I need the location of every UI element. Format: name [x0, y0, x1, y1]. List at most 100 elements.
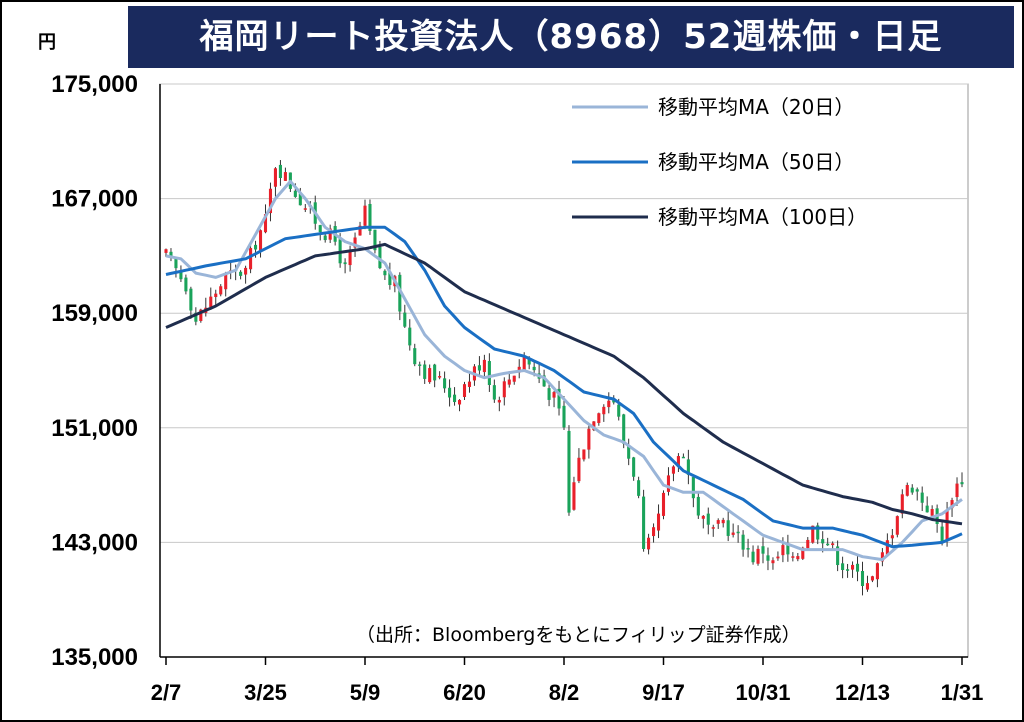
y-tick-label: 143,000: [51, 529, 138, 556]
candle-body: [811, 525, 815, 543]
candle-body: [741, 534, 745, 550]
x-tick-label: 9/17: [642, 680, 685, 705]
x-tick-label: 1/31: [941, 680, 984, 705]
candle-body: [945, 509, 949, 541]
candle-body: [930, 509, 934, 516]
candle-body: [477, 365, 481, 371]
candle-body: [433, 364, 437, 381]
y-tick-label: 135,000: [51, 644, 138, 671]
candle-body: [900, 494, 904, 514]
candle-body: [567, 430, 571, 513]
candle-body: [388, 271, 392, 286]
candle-body: [497, 399, 501, 403]
legend-label: 移動平均MA（100日）: [658, 205, 867, 229]
candle-body: [661, 492, 666, 516]
candle-body: [254, 244, 258, 250]
candle-body: [632, 457, 636, 477]
candle-body: [676, 456, 680, 467]
candle-body: [507, 379, 511, 385]
candle-body: [597, 413, 601, 423]
candle-body: [905, 485, 909, 496]
candle-body: [786, 544, 790, 555]
candle-body: [268, 188, 273, 214]
candle-body: [348, 250, 352, 266]
candle-body: [209, 296, 213, 308]
candle-body: [706, 513, 710, 525]
y-unit-label: 円: [38, 32, 56, 53]
legend: 移動平均MA（20日） 移動平均MA（50日） 移動平均MA（100日）: [572, 95, 867, 229]
candle-body: [373, 229, 377, 251]
candle-body: [273, 168, 277, 187]
candle-body: [249, 248, 253, 270]
candle-body: [482, 359, 486, 373]
candle-body: [572, 482, 576, 510]
candle-body: [950, 500, 954, 509]
candle-body: [915, 489, 919, 492]
candle-body: [358, 225, 362, 236]
candle-body: [617, 404, 621, 417]
candle-body: [761, 546, 765, 554]
source-note: （出所：Bloombergをもとにフィリップ証券作成）: [356, 624, 801, 646]
candle-body: [656, 513, 661, 531]
candle-body: [860, 570, 865, 587]
candle-body: [681, 456, 685, 459]
x-tick-label: 6/20: [443, 680, 486, 705]
candle-body: [602, 406, 606, 415]
candle-body: [184, 277, 188, 292]
x-tick-label: 10/31: [735, 680, 790, 705]
x-tick-label: 12/13: [835, 680, 890, 705]
y-tick-label: 151,000: [51, 415, 138, 442]
candle-body: [174, 258, 178, 269]
y-tick-label: 167,000: [51, 186, 138, 213]
legend-label: 移動平均MA（20日）: [658, 95, 854, 119]
candle-body: [870, 576, 874, 581]
candle-body: [552, 392, 556, 398]
candle-body: [443, 378, 447, 389]
candle-body: [721, 519, 725, 524]
candle-body: [403, 312, 407, 327]
candle-body: [502, 381, 506, 398]
candle-body: [691, 477, 695, 499]
candle-body: [462, 384, 467, 397]
x-tick-label: 2/7: [151, 680, 182, 705]
candle-body: [806, 539, 810, 549]
candle-body: [398, 274, 402, 312]
candle-body: [457, 399, 462, 405]
legend-label: 移動平均MA（50日）: [658, 150, 854, 174]
candle-body: [562, 405, 566, 428]
candle-body: [642, 496, 646, 549]
candle-body: [263, 214, 268, 233]
candle-body: [751, 551, 755, 563]
candle-body: [343, 262, 347, 265]
candle-body: [557, 388, 561, 409]
candle-body: [408, 327, 412, 346]
candle-body: [736, 531, 740, 534]
candle-body: [492, 385, 496, 400]
candle-body: [448, 387, 452, 398]
candle-body: [582, 449, 586, 460]
candle-body: [283, 172, 287, 181]
candle-body: [821, 539, 825, 544]
candle-body: [298, 193, 302, 206]
ma20-line: [165, 179, 963, 562]
candle-body: [169, 251, 173, 257]
candle-body: [910, 487, 914, 493]
candle-body: [637, 480, 641, 496]
candle-body: [239, 271, 243, 276]
candle-body: [841, 563, 845, 571]
candle-body: [746, 548, 750, 550]
candle-body: [467, 381, 472, 387]
candle-body: [164, 249, 168, 253]
candle-body: [512, 375, 516, 382]
candle-body: [865, 583, 870, 590]
candle-body: [696, 496, 700, 516]
plot-area: [159, 83, 969, 658]
candle-body: [955, 483, 959, 498]
candle-body: [885, 540, 889, 556]
ma100-line: [165, 242, 963, 526]
candle-body: [378, 247, 382, 269]
candle-body: [925, 505, 929, 513]
candle-body: [179, 270, 183, 280]
candle-body: [189, 288, 193, 311]
